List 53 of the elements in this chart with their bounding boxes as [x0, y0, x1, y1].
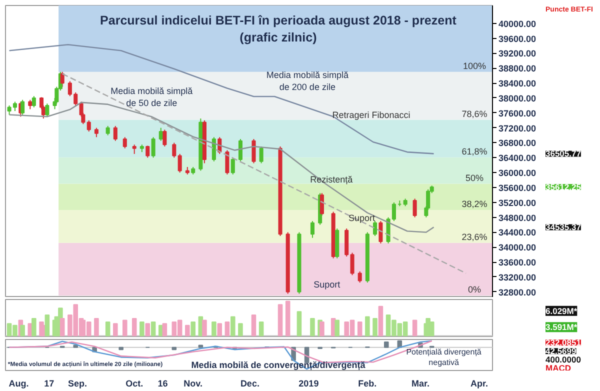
y-tick-label: 32800.00	[498, 287, 536, 298]
y-tick-label: 39200.00	[498, 48, 536, 59]
band-label: 0%	[468, 284, 482, 295]
y-tick-label: 40000.00	[498, 18, 536, 29]
x-tick-label: Apr.	[470, 378, 488, 388]
x-tick-label: Sep.	[68, 378, 88, 388]
x-tick-label: 16	[158, 378, 168, 388]
x-tick-label: 2019	[298, 378, 319, 388]
y-tick-label: 34400.00	[498, 228, 536, 238]
annotation: Suport	[348, 213, 376, 224]
band-label: 23,6%	[462, 232, 488, 242]
y-tick-label: 33200.00	[498, 272, 536, 282]
y-tick-label: 39600.00	[498, 34, 536, 44]
y-tick-label: 35200.00	[498, 198, 536, 208]
annotation: Media mobilă simplă de 200 de zile	[266, 70, 348, 92]
annotation: Retrageri Fibonacci	[332, 110, 410, 120]
text: Parcursul indicelui BET-FI în perioada august 2018 - prezent (grafic zilnic)	[100, 14, 458, 44]
x-tick-label: 17	[44, 378, 54, 388]
band-label: 38,2%	[462, 199, 488, 210]
x-tick-label: Mar.	[411, 378, 430, 388]
y-tick-label: 38800.00	[498, 64, 536, 74]
text: 6.029M*	[546, 306, 578, 316]
text: 35612.25	[546, 182, 582, 192]
text: 42.5699	[546, 346, 576, 356]
y-tick-label: 34800.00	[498, 212, 536, 223]
y-tick-label: 35600.00	[498, 182, 536, 193]
band-label: 50%	[465, 172, 484, 183]
x-tick-label: Aug.	[8, 378, 29, 388]
text: 400.0000	[546, 354, 582, 365]
x-tick-label: Dec.	[240, 378, 260, 388]
text: 36505.77	[546, 148, 582, 159]
y-tick-label: 36000.00	[498, 168, 536, 178]
band-label: 78,6%	[462, 108, 488, 119]
y-tick-label: 37200.00	[498, 123, 536, 134]
band-label: 61,8%	[462, 146, 488, 156]
text: 232.0851	[546, 338, 582, 348]
annotation: Media mobilă simplă de 50 de zile	[110, 86, 193, 108]
annotation: Potențială divergență negativă	[406, 347, 482, 368]
x-tick-label: Oct.	[126, 378, 144, 388]
x-tick-label: Nov.	[184, 378, 203, 388]
y-tick-label: 33600.00	[498, 258, 536, 268]
text: 3.591M*	[546, 322, 578, 332]
y-tick-label: 38000.00	[498, 93, 536, 104]
y-tick-label: 36400.00	[498, 153, 536, 164]
band-label: 100%	[462, 60, 486, 71]
y-tick-label: 37600.00	[498, 108, 536, 118]
y-tick-label: 34000.00	[498, 242, 536, 253]
y-tick-label: 38400.00	[498, 78, 536, 89]
y-tick-label: 36800.00	[498, 138, 536, 148]
annotation: Suport	[314, 279, 341, 290]
annotation: Rezistență	[310, 174, 353, 184]
text: 34535.37	[546, 222, 582, 232]
x-tick-label: Feb.	[358, 378, 377, 388]
